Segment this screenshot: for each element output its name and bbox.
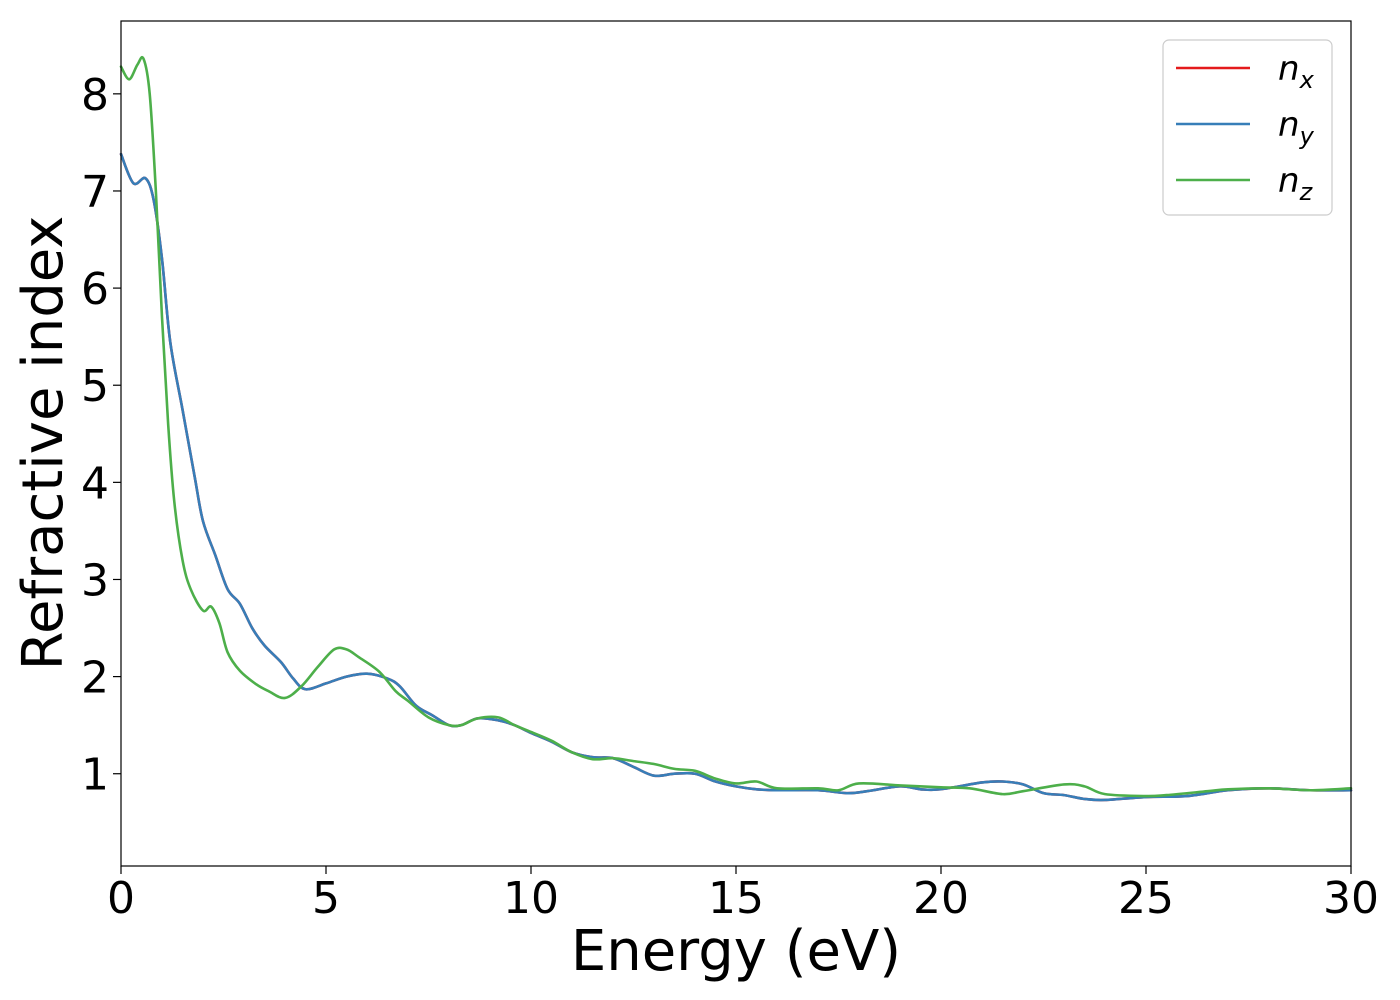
y-tick-label: 7 xyxy=(81,167,109,218)
y-tick-label: 6 xyxy=(81,264,109,315)
x-tick-label: 20 xyxy=(913,873,969,924)
y-tick-label: 1 xyxy=(81,750,109,801)
x-tick-label: 25 xyxy=(1118,873,1174,924)
series-line-z xyxy=(119,55,1353,798)
x-tick-label: 15 xyxy=(708,873,764,924)
x-tick-label: 10 xyxy=(503,873,559,924)
y-axis-title: Refractive index xyxy=(11,216,76,671)
x-tick-label: 5 xyxy=(312,873,340,924)
x-tick-label: 0 xyxy=(107,873,135,924)
legend-box xyxy=(1162,39,1333,216)
x-tick-label: 30 xyxy=(1323,873,1379,924)
y-tick-label: 8 xyxy=(81,70,109,121)
y-tick-label: 2 xyxy=(81,653,109,704)
y-tick-label: 3 xyxy=(81,555,109,606)
x-axis-title: Energy (eV) xyxy=(571,919,901,984)
y-tick-label: 5 xyxy=(81,361,109,412)
x-axis-ticks: 0 5 10 15 20 25 30 xyxy=(107,866,1379,924)
series-lines xyxy=(119,55,1353,802)
y-tick-label: 4 xyxy=(81,458,109,509)
y-axis-ticks: 1 2 3 4 5 6 7 8 xyxy=(81,70,121,801)
